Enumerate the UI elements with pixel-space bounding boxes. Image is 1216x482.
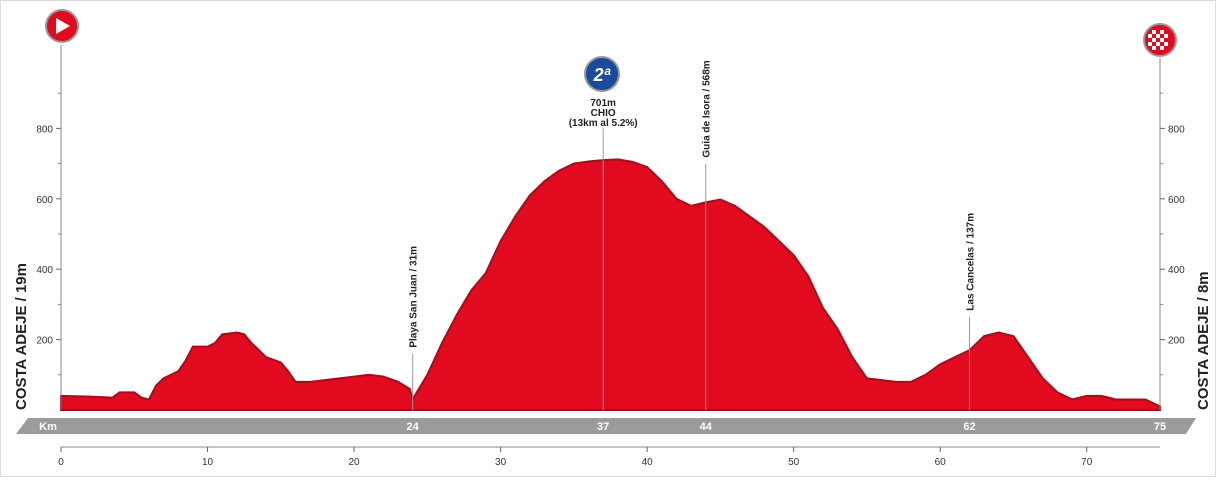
y2-tick-label: 200 xyxy=(1168,336,1185,347)
summit-label: (13km al 5.2%) xyxy=(569,118,638,129)
x-tick-label: 60 xyxy=(935,457,947,468)
x-tick-label: 70 xyxy=(1081,457,1093,468)
x-tick-label: 30 xyxy=(495,457,507,468)
start-label: COSTA ADEJE / 19m xyxy=(13,263,30,410)
annotation-label: Guia de Isora / 568m xyxy=(702,60,713,157)
km-mark: 62 xyxy=(963,421,975,433)
y-tick-label: 800 xyxy=(36,124,53,135)
start-icon xyxy=(45,9,79,43)
finish-icon xyxy=(1143,23,1177,57)
x-tick-label: 50 xyxy=(788,457,800,468)
summit-label: 701m xyxy=(590,98,616,109)
y-tick-label: 200 xyxy=(36,336,53,347)
x-tick-label: 40 xyxy=(642,457,654,468)
y2-tick-label: 800 xyxy=(1168,124,1185,135)
km-mark: 44 xyxy=(700,421,713,433)
x-tick-label: 10 xyxy=(202,457,214,468)
y-tick-label: 600 xyxy=(36,195,53,206)
y-tick-label: 400 xyxy=(36,265,53,276)
finish-label: COSTA ADEJE / 8m xyxy=(1195,271,1212,410)
km-mark: 24 xyxy=(407,421,420,433)
x-tick-label: 0 xyxy=(58,457,64,468)
km-mark: 75 xyxy=(1154,421,1166,433)
profile xyxy=(60,158,1161,411)
km-label: Km xyxy=(39,421,57,433)
annotation-label: Playa San Juan / 31m xyxy=(409,246,420,348)
km-bar xyxy=(16,418,1196,434)
category-icon: 2ª xyxy=(584,56,620,92)
summit-label: CHIO xyxy=(591,108,616,119)
category-text: 2ª xyxy=(593,65,612,85)
x-tick-label: 20 xyxy=(349,457,361,468)
km-mark: 37 xyxy=(597,421,609,433)
y2-tick-label: 600 xyxy=(1168,195,1185,206)
annotation-label: Las Cancelas / 137m xyxy=(966,213,977,311)
y2-tick-label: 400 xyxy=(1168,265,1185,276)
